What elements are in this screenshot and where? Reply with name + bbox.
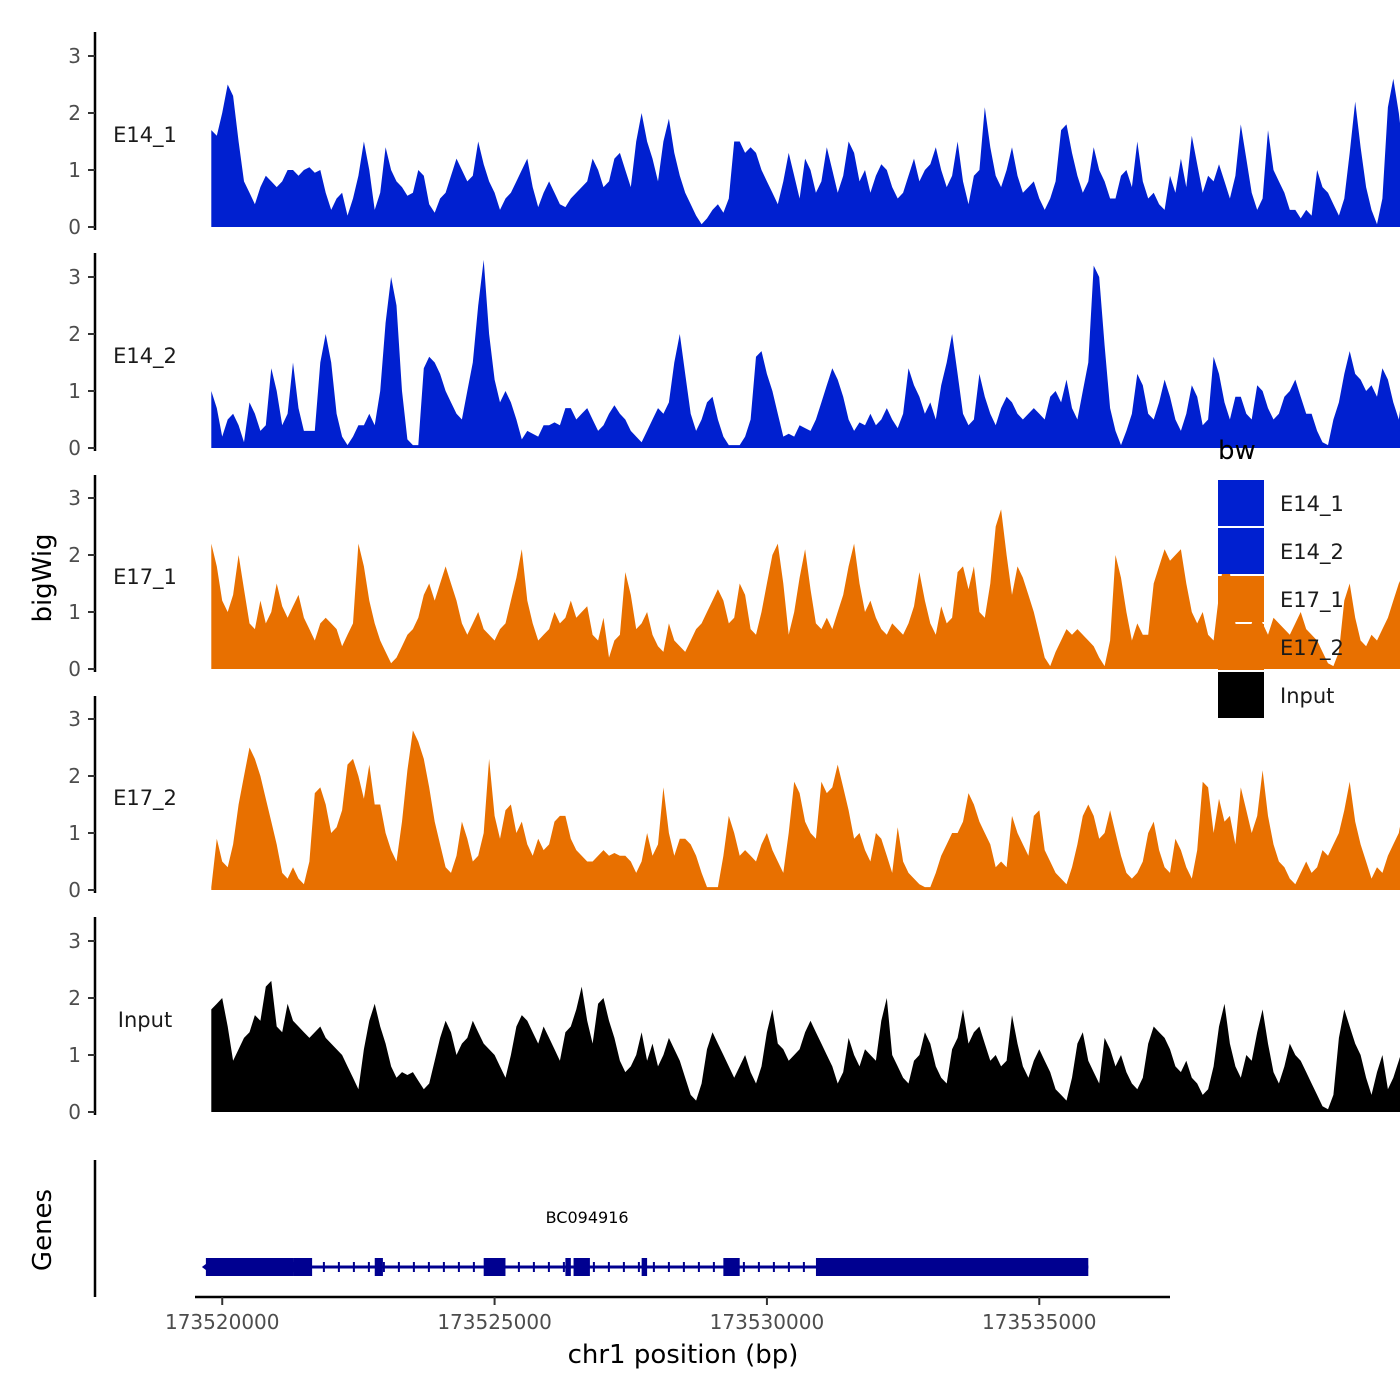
- y-tick-label: 0: [68, 657, 81, 681]
- y-tick-label: 3: [68, 929, 81, 953]
- y-tick-label: 2: [68, 101, 81, 125]
- coverage-tracks: 0 1 2 3 E14_1 0 1 2 3 E14_2 0 1 2 3 E17_1 0 1 2 3 E17_2 0 1 2 3…: [68, 32, 1400, 1124]
- legend-key-e14_2: [1218, 528, 1264, 574]
- coverage-area-e14_1: [211, 78, 1400, 227]
- y-tick-label: 2: [68, 764, 81, 788]
- legend-label-e14_2: E14_2: [1280, 540, 1344, 565]
- x-axis-title: chr1 position (bp): [568, 1340, 799, 1370]
- gene-panel: BC094916: [93, 1160, 1089, 1297]
- track-e14_2: 0 1 2 3 E14_2: [68, 253, 1400, 460]
- y-tick-label: 1: [68, 821, 81, 845]
- y-tick-label: 0: [68, 436, 81, 460]
- track-label: E14_2: [113, 344, 177, 369]
- y-tick-label: 3: [68, 486, 81, 510]
- gene-exon: [815, 1258, 1089, 1276]
- track-e17_1: 0 1 2 3 E17_1: [68, 475, 1400, 681]
- track-e14_1: 0 1 2 3 E14_1: [68, 32, 1400, 239]
- coverage-area-e17_2: [211, 730, 1400, 890]
- y-tick-label: 1: [68, 158, 81, 182]
- track-label: Input: [118, 1008, 172, 1032]
- track-label: E17_2: [113, 786, 177, 811]
- gene-exon: [205, 1258, 294, 1276]
- coverage-area-input: [211, 980, 1400, 1112]
- gene-exon: [293, 1258, 313, 1276]
- y-tick-label: 2: [68, 322, 81, 346]
- legend-label-input: Input: [1280, 684, 1334, 708]
- legend-key-input: [1218, 672, 1264, 718]
- legend-key-e14_1: [1218, 480, 1264, 526]
- legend-key-e17_2: [1218, 624, 1264, 670]
- x-tick-label: 173535000: [982, 1310, 1097, 1334]
- y-tick-label: 1: [68, 600, 81, 624]
- x-tick-label: 173525000: [437, 1310, 552, 1334]
- y-tick-label: 0: [68, 878, 81, 902]
- track-label: E14_1: [113, 123, 177, 148]
- y-tick-label: 2: [68, 986, 81, 1010]
- y-tick-label: 1: [68, 1043, 81, 1067]
- y-axis-title-genes: Genes: [28, 1189, 58, 1271]
- gene-exon: [573, 1258, 590, 1276]
- legend: bw E14_1 E14_2 E17_1 E17_2 Input: [1218, 436, 1344, 718]
- legend-label-e17_2: E17_2: [1280, 636, 1344, 661]
- y-tick-label: 0: [68, 215, 81, 239]
- legend-label-e17_1: E17_1: [1280, 588, 1344, 613]
- gene-exon: [641, 1258, 648, 1276]
- gene-name-label: BC094916: [546, 1208, 629, 1227]
- y-tick-label: 3: [68, 707, 81, 731]
- legend-key-e17_1: [1218, 576, 1264, 622]
- gene-exon: [483, 1258, 506, 1276]
- track-input: 0 1 2 3 Input: [68, 917, 1400, 1124]
- y-axis-title-bigwig: bigWig: [28, 533, 58, 622]
- gene-exon: [565, 1258, 571, 1276]
- y-tick-label: 3: [68, 265, 81, 289]
- y-tick-label: 1: [68, 379, 81, 403]
- coverage-area-e17_1: [211, 509, 1400, 669]
- legend-title: bw: [1218, 436, 1256, 466]
- gene-exon: [374, 1258, 383, 1276]
- coverage-area-e14_2: [211, 259, 1400, 448]
- legend-label-e14_1: E14_1: [1280, 492, 1344, 517]
- x-tick-label: 173530000: [710, 1310, 825, 1334]
- track-e17_2: 0 1 2 3 E17_2: [68, 696, 1400, 902]
- x-axis: 173520000 173525000 173530000 173535000: [165, 1295, 1170, 1334]
- gene-start-arrowhead: [201, 1261, 210, 1273]
- track-label: E17_1: [113, 565, 177, 590]
- y-tick-label: 2: [68, 543, 81, 567]
- gene-exon: [723, 1258, 740, 1276]
- gene-model: BC094916: [201, 1208, 1089, 1276]
- y-tick-label: 3: [68, 44, 81, 68]
- x-tick-label: 173520000: [165, 1310, 280, 1334]
- y-tick-label: 0: [68, 1100, 81, 1124]
